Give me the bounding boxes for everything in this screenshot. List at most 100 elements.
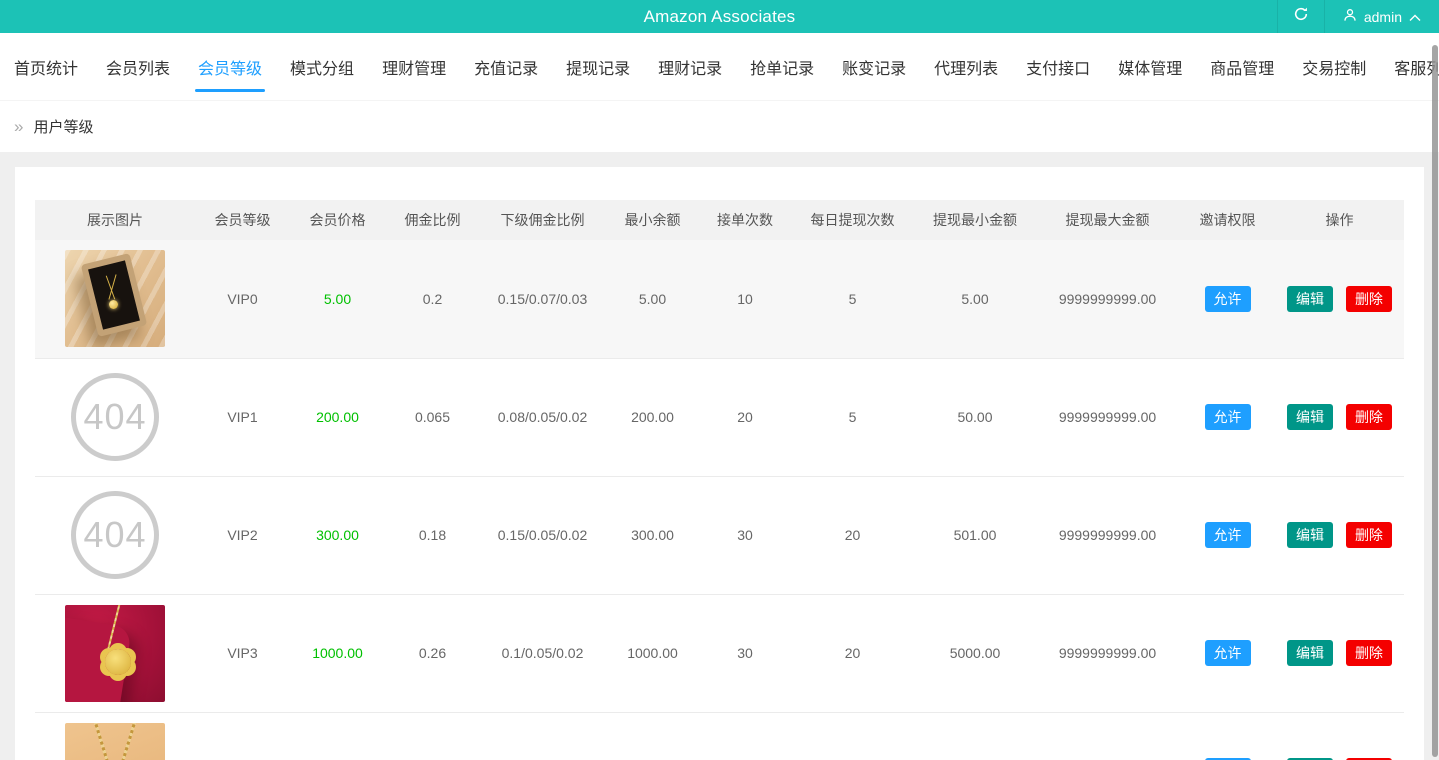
cell-actions: 编辑 删除	[1275, 476, 1404, 595]
nav-item-4[interactable]: 理财管理	[382, 60, 447, 78]
table-body: VIP0 5.00 0.2 0.15/0.07/0.03 5.00 10 5 5…	[35, 240, 1404, 760]
cell-sub-commission	[480, 712, 605, 760]
allow-button[interactable]: 允许	[1204, 285, 1251, 312]
allow-button[interactable]: 允许	[1204, 640, 1251, 666]
edit-button[interactable]: 编辑	[1287, 640, 1334, 666]
image-art	[109, 722, 139, 760]
cell-orders: 30	[700, 594, 790, 713]
column-header-0: 展示图片	[35, 200, 195, 240]
table-card: 展示图片 会员等级 会员价格 佣金比例 下级佣金比例 最小余额 接单次数 每日提现次数 提现最小…	[15, 167, 1424, 760]
cell-image: 404	[35, 358, 195, 477]
cell-orders: 20	[700, 358, 790, 477]
nav-item-2[interactable]: 会员等级	[184, 33, 276, 100]
edit-button[interactable]: 编辑	[1287, 522, 1334, 548]
delete-button[interactable]: 删除	[1345, 640, 1392, 666]
cell-image	[35, 240, 195, 359]
scrollbar-thumb[interactable]	[1432, 45, 1438, 757]
column-header-9: 提现最大金额	[1035, 200, 1180, 240]
nav-item-6[interactable]: 提现记录	[566, 60, 631, 78]
allow-button[interactable]: 允许	[1204, 522, 1251, 548]
cell-min-balance: 5.00	[605, 240, 700, 359]
cell-actions: 编辑 删除	[1275, 358, 1404, 477]
breadcrumb-chevrons-icon: »	[14, 116, 24, 136]
allow-button[interactable]: 允许	[1204, 404, 1251, 430]
cell-invite-permission: 允许	[1180, 358, 1275, 477]
cell-actions: 编辑 删除	[1275, 712, 1404, 760]
column-header-7: 每日提现次数	[790, 200, 915, 240]
nav-item-7[interactable]: 理财记录	[658, 60, 723, 78]
user-icon	[1343, 8, 1357, 25]
cell-sub-commission: 0.08/0.05/0.02	[480, 358, 605, 477]
delete-button[interactable]: 删除	[1345, 285, 1392, 312]
column-header-1: 会员等级	[195, 200, 290, 240]
cell-orders	[700, 712, 790, 760]
product-image-gold-flower-pendant-red	[65, 604, 165, 702]
cell-orders: 10	[700, 240, 790, 359]
nav-item-5[interactable]: 充值记录	[474, 60, 539, 78]
breadcrumb: » 用户等级	[0, 100, 1439, 152]
cell-image	[35, 594, 195, 713]
nav-item-13[interactable]: 商品管理	[1210, 60, 1275, 78]
cell-sub-commission: 0.15/0.07/0.03	[480, 240, 605, 359]
page-scrollbar[interactable]	[1431, 0, 1439, 760]
cell-price: 300.00	[290, 476, 385, 595]
username: admin	[1363, 8, 1402, 25]
nav-item-11[interactable]: 支付接口	[1026, 60, 1091, 78]
cell-invite-permission: 允许	[1180, 476, 1275, 595]
nav-item-12[interactable]: 媒体管理	[1118, 60, 1183, 78]
user-menu[interactable]: admin	[1325, 0, 1439, 33]
chevron-up-icon	[1409, 9, 1421, 25]
cell-min-balance: 300.00	[605, 476, 700, 595]
refresh-icon	[1293, 6, 1309, 27]
image-art	[109, 300, 118, 310]
image-art	[91, 722, 121, 760]
cell-min-balance: 1000.00	[605, 594, 700, 713]
edit-button[interactable]: 编辑	[1287, 758, 1334, 760]
table-row: VIP0 5.00 0.2 0.15/0.07/0.03 5.00 10 5 5…	[35, 240, 1404, 359]
cell-commission: 0.065	[385, 358, 480, 477]
cell-min-withdrawal: 5.00	[915, 240, 1035, 359]
cell-daily-withdrawals	[790, 712, 915, 760]
nav-item-1[interactable]: 会员列表	[106, 60, 171, 78]
product-image-gold-chain-partial	[65, 722, 165, 760]
column-header-6: 接单次数	[700, 200, 790, 240]
nav-item-9[interactable]: 账变记录	[842, 60, 907, 78]
cell-invite-permission: 允许	[1180, 594, 1275, 713]
cell-daily-withdrawals: 5	[790, 358, 915, 477]
cell-level	[195, 712, 290, 760]
delete-button[interactable]: 删除	[1345, 404, 1392, 430]
cell-level: VIP2	[195, 476, 290, 595]
edit-button[interactable]: 编辑	[1287, 404, 1334, 430]
cell-actions: 编辑 删除	[1275, 240, 1404, 359]
cell-actions: 编辑 删除	[1275, 594, 1404, 713]
breadcrumb-label: 用户等级	[33, 119, 94, 136]
refresh-button[interactable]	[1276, 0, 1325, 33]
app-title: Amazon Associates	[643, 6, 796, 26]
edit-button[interactable]: 编辑	[1287, 285, 1334, 312]
table-header-row: 展示图片 会员等级 会员价格 佣金比例 下级佣金比例 最小余额 接单次数 每日提现次数 提现最小…	[35, 200, 1404, 240]
product-image-404-placeholder: 404	[65, 486, 165, 584]
cell-level: VIP1	[195, 358, 290, 477]
nav-item-0[interactable]: 首页统计	[14, 60, 79, 78]
content-area: 展示图片 会员等级 会员价格 佣金比例 下级佣金比例 最小余额 接单次数 每日提现次数 提现最小…	[0, 152, 1439, 760]
cell-daily-withdrawals: 5	[790, 240, 915, 359]
main-nav: 首页统计 会员列表 会员等级 模式分组 理财管理 充值记录 提现记录 理财记录 抢单记录 账变记录…	[0, 33, 1439, 100]
allow-button[interactable]: 允许	[1204, 758, 1251, 760]
nav-item-8[interactable]: 抢单记录	[750, 60, 815, 78]
nav-item-15[interactable]: 客服列表	[1394, 60, 1439, 78]
cell-level: VIP0	[195, 240, 290, 359]
delete-button[interactable]: 删除	[1345, 758, 1392, 760]
nav-item-10[interactable]: 代理列表	[934, 60, 999, 78]
column-header-8: 提现最小金额	[915, 200, 1035, 240]
column-header-2: 会员价格	[290, 200, 385, 240]
cell-invite-permission: 允许	[1180, 712, 1275, 760]
product-image-jewelry-box-gold-necklace	[65, 250, 165, 348]
cell-commission: 0.18	[385, 476, 480, 595]
cell-sub-commission: 0.1/0.05/0.02	[480, 594, 605, 713]
cell-price	[290, 712, 385, 760]
delete-button[interactable]: 删除	[1345, 522, 1392, 548]
cell-min-withdrawal: 5000.00	[915, 594, 1035, 713]
nav-item-14[interactable]: 交易控制	[1302, 60, 1367, 78]
cell-max-withdrawal: 9999999999.00	[1035, 358, 1180, 477]
nav-item-3[interactable]: 模式分组	[290, 60, 355, 78]
